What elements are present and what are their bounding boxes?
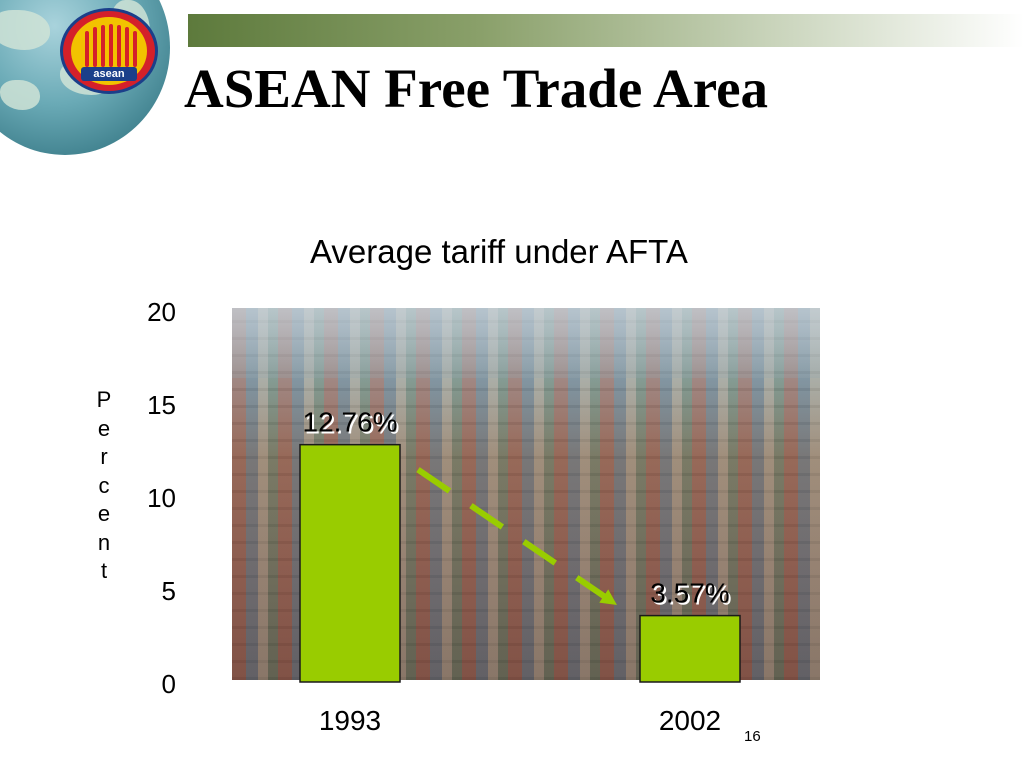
logo-text: asean [81, 67, 137, 81]
slide-number: 16 [744, 728, 761, 745]
chart-title: Average tariff under AFTA [310, 233, 688, 270]
bar [639, 614, 741, 683]
x-tick-label: 1993 [319, 705, 381, 736]
data-label: 3.57% [650, 578, 729, 609]
trend-arrow-line [416, 467, 614, 605]
bar [299, 443, 401, 683]
trend-arrow-head [599, 589, 617, 605]
y-tick-label: 0 [162, 669, 176, 699]
data-label-shadow: 3.57% [652, 580, 731, 611]
y-tick-label: 10 [147, 483, 176, 513]
y-axis-label-char: P [96, 387, 112, 412]
title-accent-bar [188, 14, 1024, 47]
y-tick-label: 5 [162, 576, 176, 606]
y-axis-label-char: t [100, 558, 108, 583]
asean-logo: asean [60, 8, 158, 94]
y-axis-label-char: n [97, 529, 111, 555]
data-label: 12.76% [303, 407, 398, 438]
y-axis-label-char: e [97, 415, 111, 441]
y-axis-label-char: r [100, 444, 108, 469]
y-tick-label: 15 [147, 390, 176, 420]
y-axis-label-char: e [97, 501, 111, 526]
y-tick-label: 20 [147, 297, 176, 327]
slide-title: ASEAN Free Trade Area [184, 58, 769, 119]
y-axis-label-char: c [98, 472, 110, 498]
x-tick-label: 2002 [659, 705, 721, 736]
data-label-shadow: 12.76% [305, 409, 400, 440]
